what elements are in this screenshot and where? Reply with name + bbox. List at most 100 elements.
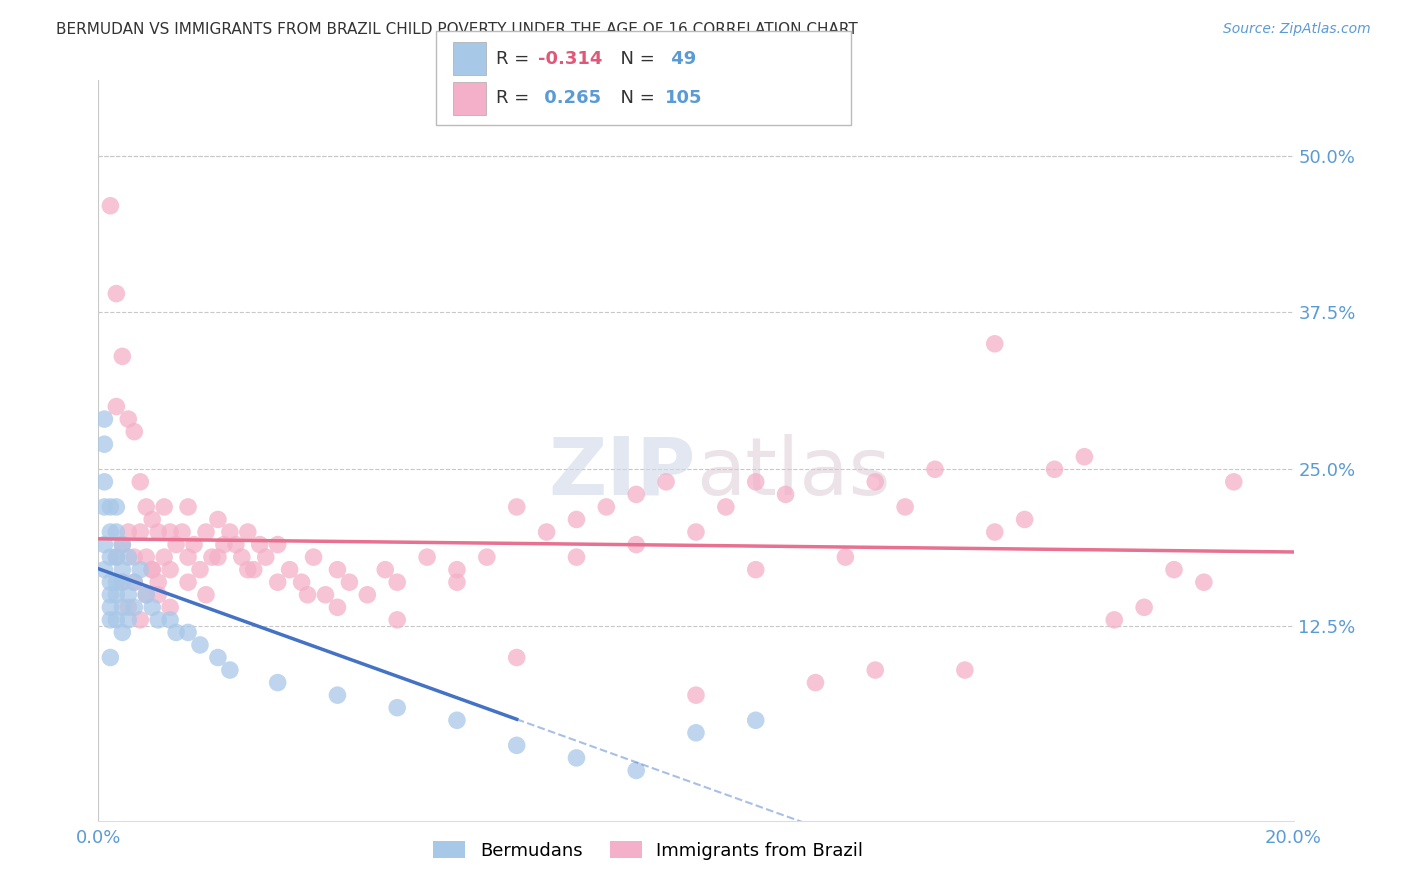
- Point: [1192, 575, 1215, 590]
- Point: [1104, 613, 1126, 627]
- Point: [148, 613, 170, 627]
- Point: [141, 512, 163, 526]
- Point: [356, 588, 378, 602]
- Point: [105, 613, 128, 627]
- Point: [111, 538, 134, 552]
- Point: [93, 563, 115, 577]
- Point: [626, 764, 648, 778]
- Point: [124, 575, 146, 590]
- Point: [105, 575, 128, 590]
- Point: [98, 550, 122, 565]
- Point: [685, 524, 707, 539]
- Text: 49: 49: [665, 51, 696, 69]
- Point: [159, 524, 181, 539]
- Point: [626, 538, 648, 552]
- Point: [249, 538, 271, 552]
- Point: [565, 751, 588, 765]
- Legend: Bermudans, Immigrants from Brazil: Bermudans, Immigrants from Brazil: [426, 834, 870, 867]
- Point: [177, 625, 200, 640]
- Point: [385, 613, 409, 627]
- Point: [326, 688, 349, 702]
- Point: [302, 550, 325, 565]
- Text: Source: ZipAtlas.com: Source: ZipAtlas.com: [1223, 22, 1371, 37]
- Point: [231, 550, 253, 565]
- Point: [775, 487, 797, 501]
- Point: [374, 563, 396, 577]
- Point: [924, 462, 946, 476]
- Point: [177, 500, 200, 514]
- Point: [159, 563, 181, 577]
- Point: [506, 739, 529, 753]
- Point: [153, 550, 176, 565]
- Point: [207, 650, 229, 665]
- Point: [111, 563, 134, 577]
- Point: [135, 500, 157, 514]
- Point: [117, 412, 139, 426]
- Point: [135, 550, 157, 565]
- Point: [188, 563, 211, 577]
- Point: [105, 550, 128, 565]
- Point: [267, 575, 290, 590]
- Point: [267, 538, 290, 552]
- Point: [105, 500, 128, 514]
- Point: [165, 625, 187, 640]
- Point: [416, 550, 439, 565]
- Point: [148, 575, 170, 590]
- Point: [315, 588, 337, 602]
- Point: [267, 675, 290, 690]
- Point: [626, 487, 648, 501]
- Point: [124, 550, 146, 565]
- Point: [177, 575, 200, 590]
- Point: [165, 538, 187, 552]
- Point: [195, 524, 218, 539]
- Point: [475, 550, 498, 565]
- Point: [93, 437, 115, 451]
- Point: [565, 512, 588, 526]
- Point: [93, 538, 115, 552]
- Text: 105: 105: [665, 89, 703, 107]
- Point: [506, 650, 529, 665]
- Point: [714, 500, 737, 514]
- Point: [834, 550, 856, 565]
- Point: [105, 550, 128, 565]
- Point: [124, 425, 146, 439]
- Point: [446, 563, 468, 577]
- Point: [536, 524, 558, 539]
- Point: [1073, 450, 1095, 464]
- Point: [183, 538, 205, 552]
- Point: [135, 588, 157, 602]
- Point: [201, 550, 224, 565]
- Point: [291, 575, 314, 590]
- Point: [243, 563, 266, 577]
- Point: [984, 524, 1007, 539]
- Point: [117, 588, 139, 602]
- Point: [236, 563, 259, 577]
- Point: [339, 575, 361, 590]
- Point: [326, 600, 349, 615]
- Point: [207, 512, 229, 526]
- Point: [219, 663, 242, 677]
- Point: [685, 726, 707, 740]
- Point: [984, 336, 1007, 351]
- Point: [141, 563, 163, 577]
- Point: [98, 650, 122, 665]
- Point: [111, 600, 134, 615]
- Point: [111, 575, 134, 590]
- Point: [93, 412, 115, 426]
- Point: [177, 550, 200, 565]
- Point: [219, 524, 242, 539]
- Point: [98, 613, 122, 627]
- Point: [685, 688, 707, 702]
- Point: [117, 613, 139, 627]
- Point: [105, 400, 128, 414]
- Point: [1043, 462, 1066, 476]
- Point: [207, 550, 229, 565]
- Point: [745, 563, 768, 577]
- Point: [225, 538, 247, 552]
- Point: [129, 475, 152, 489]
- Point: [129, 613, 152, 627]
- Point: [141, 563, 163, 577]
- Point: [129, 563, 152, 577]
- Point: [236, 524, 259, 539]
- Point: [297, 588, 319, 602]
